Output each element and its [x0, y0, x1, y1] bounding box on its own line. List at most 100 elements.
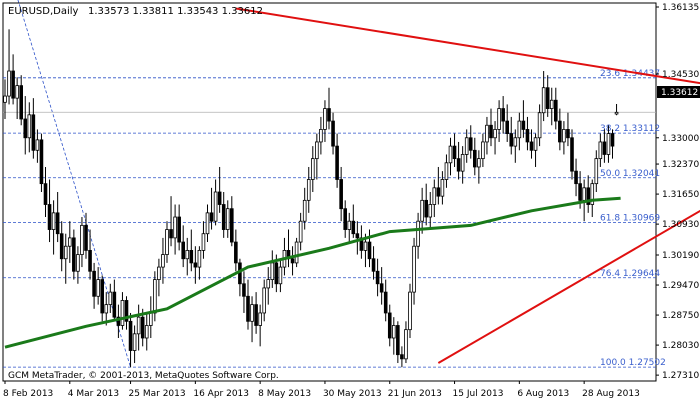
candle-body: [128, 320, 133, 351]
candle-body: [201, 233, 206, 251]
candle-body: [31, 114, 36, 151]
candle-body: [590, 183, 595, 205]
candle-body: [51, 212, 56, 230]
candle-body: [554, 99, 558, 122]
candle-body: [521, 120, 526, 130]
candle-body: [104, 304, 109, 314]
candle-body: [602, 141, 607, 155]
candle-body: [189, 249, 194, 264]
candle-body: [108, 291, 113, 306]
candle-body: [242, 283, 246, 297]
candle-body: [11, 70, 15, 99]
candle-body: [327, 108, 331, 122]
candle-body: [436, 187, 441, 197]
trendline-resistance: [235, 7, 700, 85]
moving-average-layer: [4, 196, 621, 349]
candle-body: [513, 137, 518, 147]
candle-body: [501, 108, 505, 122]
trendline-support: [437, 209, 700, 364]
y-tick-label: 1.27310: [662, 371, 699, 381]
candle-body: [383, 291, 388, 314]
candle-body: [408, 291, 412, 331]
candle-body: [112, 291, 117, 318]
candle-body: [509, 133, 514, 147]
candle-body: [331, 120, 335, 147]
candle-body: [136, 316, 141, 335]
fib-level-label: 76.4 1.29644: [600, 269, 660, 279]
copyright-text: GCM MetaTrader, © 2001-2013, MetaQuotes …: [8, 371, 279, 381]
candlestick-series: [3, 29, 619, 368]
candle-body: [400, 354, 404, 360]
candle-body: [379, 283, 384, 293]
candle-body: [440, 179, 445, 197]
candle-body: [456, 158, 461, 172]
candle-body: [290, 258, 295, 264]
candle-body: [582, 187, 586, 201]
candle-body: [274, 262, 279, 285]
candle-body: [387, 312, 392, 339]
candle-body: [221, 204, 226, 230]
candle-body: [529, 141, 534, 151]
candle-body: [80, 224, 84, 255]
x-tick-label: 16 Apr 2013: [193, 389, 249, 399]
candle-body: [302, 199, 307, 222]
y-tick-label: 1.29470: [662, 281, 699, 291]
candle-body: [225, 208, 230, 230]
fib-level-label: 50.0 1.32041: [600, 169, 660, 179]
candle-body: [343, 208, 347, 230]
y-tick-label: 1.33000: [662, 134, 699, 144]
time-axis: 8 Feb 2013 4 Mar 2013 25 Mar 2013 16 Apr 20…: [3, 381, 640, 399]
candle-body: [598, 141, 603, 160]
candle-body: [92, 270, 96, 297]
x-tick-label: 15 Jul 2013: [453, 389, 504, 399]
candle-body: [460, 154, 465, 172]
moving-average-line: [4, 196, 621, 349]
candle-body: [35, 139, 40, 151]
candle-body: [39, 139, 44, 185]
x-tick-label: 21 Jun 2013: [388, 389, 442, 399]
fib-anchor-line: [17, 0, 131, 368]
candle-body: [412, 245, 416, 293]
current-price-label: 1.33612: [661, 88, 698, 98]
candle-body: [472, 149, 477, 168]
candle-body: [266, 279, 271, 289]
candle-body: [477, 158, 481, 168]
candle-body: [347, 220, 352, 230]
candle-body: [335, 145, 339, 180]
price-axis: 1.36135 1.34530 1.33000 1.32370 1.31650 1.309…: [656, 3, 699, 381]
candle-body: [15, 85, 19, 99]
candle-body: [124, 300, 129, 322]
candle-body: [537, 112, 542, 139]
candle-body: [205, 212, 210, 235]
candle-body: [153, 279, 157, 314]
y-tick-label: 1.31650: [662, 190, 699, 200]
candle-body: [120, 300, 125, 326]
candle-body: [157, 266, 161, 280]
candle-body: [452, 145, 457, 160]
candle-body: [298, 220, 303, 243]
candle-body: [558, 120, 562, 143]
fibonacci-retracement: 23.6 1.34437 38.2 1.33112 50.0 1.32041 61.8…: [3, 0, 666, 368]
candle-body: [391, 325, 396, 339]
candle-body: [250, 304, 254, 322]
candle-body: [254, 304, 258, 326]
candle-body: [258, 312, 262, 326]
candle-body: [185, 249, 190, 260]
fib-level-label: 38.2 1.33112: [600, 124, 660, 134]
candle-body: [27, 114, 32, 139]
candle-body: [315, 141, 319, 160]
candle-body: [55, 212, 60, 235]
candle-body: [562, 129, 566, 143]
candle-body: [3, 95, 7, 103]
chart-header-symbol: EURUSD,Daily: [8, 6, 79, 17]
candle-body: [72, 237, 76, 272]
candle-body: [525, 129, 530, 143]
candle-body: [246, 295, 250, 322]
x-tick-label: 28 Aug 2013: [582, 389, 640, 399]
x-tick-label: 8 Feb 2013: [3, 389, 53, 399]
y-tick-label: 1.30930: [662, 220, 699, 230]
candle-body: [88, 249, 92, 272]
candle-body: [606, 133, 611, 155]
